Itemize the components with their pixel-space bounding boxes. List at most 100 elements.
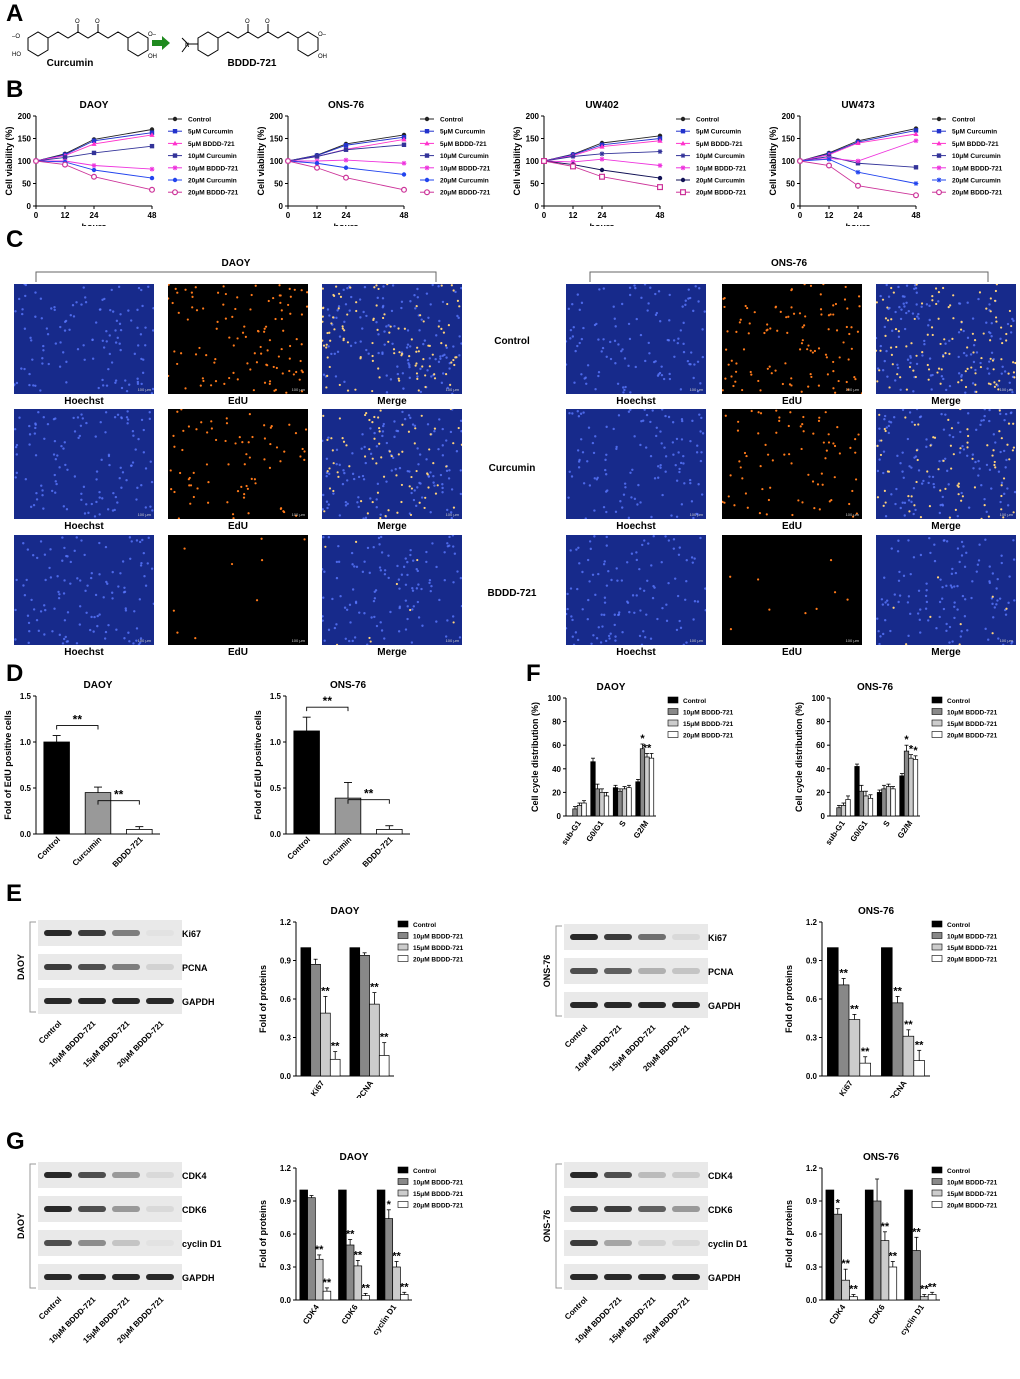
y-axis-label: Fold of EdU positive cells: [253, 710, 263, 820]
edu-dot: [757, 379, 760, 383]
nucleus: [621, 631, 624, 634]
nucleus: [344, 500, 348, 504]
nucleus: [449, 511, 453, 514]
legend-item-control: Control: [931, 920, 970, 929]
edu-dot: [184, 288, 187, 291]
nucleus: [881, 603, 885, 606]
bar-20-m-bddd-721-cdk4: [849, 1296, 858, 1301]
nucleus: [77, 436, 80, 440]
edu-dot: [836, 425, 839, 429]
nucleus: [135, 498, 138, 501]
nucleus: [935, 627, 938, 630]
nucleus: [89, 576, 93, 580]
nucleus: [604, 468, 607, 472]
edu-dot: [801, 423, 804, 426]
edu-dot: [724, 414, 727, 417]
edu-dot: [183, 547, 186, 550]
legend-swatch: [931, 920, 943, 928]
nucleus: [106, 582, 109, 585]
edu-dot: [722, 297, 725, 300]
y-tick-label: 0.5: [270, 784, 282, 793]
nucleus: [360, 447, 363, 450]
y-tick-label: 0.6: [280, 995, 292, 1004]
nucleus: [995, 603, 998, 606]
bar-15-m-bddd-721-g0-g1: [863, 795, 869, 817]
bar-control-ki67: [300, 947, 312, 1077]
x-tick-label: 48: [148, 211, 157, 220]
significance-mark: *: [836, 1198, 841, 1210]
edu-dot: [989, 310, 992, 313]
nucleus: [78, 605, 82, 608]
nucleus: [980, 419, 983, 422]
legend-label: 10μM BDDD-721: [947, 934, 998, 941]
nucleus: [617, 343, 620, 346]
nucleus: [88, 628, 92, 632]
legend-item-15-m-bddd-721: 15μM BDDD-721: [397, 1189, 464, 1198]
nucleus: [415, 587, 419, 590]
nucleus: [76, 416, 80, 419]
nucleus: [626, 561, 629, 564]
band-label-cdk4: CDK4: [708, 1171, 733, 1181]
nucleus: [334, 375, 338, 378]
nucleus: [99, 421, 102, 424]
nucleus: [1008, 575, 1011, 578]
edu-dot: [827, 314, 831, 317]
edu-dot: [876, 380, 879, 383]
bar-control: [43, 741, 70, 835]
y-tick-label: 1.2: [280, 1164, 292, 1173]
nucleus: [951, 640, 954, 643]
nucleus: [985, 463, 989, 467]
y-axis-label: Cell viability (%): [256, 126, 266, 195]
edu-dot: [384, 514, 387, 518]
edu-dot: [449, 409, 452, 411]
nucleus: [418, 329, 421, 332]
band: [112, 1240, 140, 1246]
edu-dot: [426, 473, 429, 476]
nucleus: [654, 313, 658, 317]
nucleus: [15, 471, 19, 475]
nucleus: [149, 505, 152, 508]
nucleus: [638, 634, 642, 638]
edu-dot: [379, 409, 382, 412]
nucleus: [672, 339, 676, 342]
edu-dot: [288, 344, 292, 348]
nucleus: [43, 604, 46, 607]
legend-label: 15μM BDDD-721: [683, 721, 734, 728]
edu-dot: [757, 432, 760, 435]
series-line: [799, 160, 917, 196]
nucleus: [605, 535, 608, 539]
edu-dot: [383, 313, 386, 316]
legend-item-10-m-bddd-721: 10μM BDDD-721: [931, 1178, 998, 1187]
curcumin-name: Curcumin: [46, 58, 94, 69]
nucleus: [896, 363, 899, 366]
nucleus: [613, 317, 616, 320]
legend-marker: [172, 189, 179, 196]
bar-15-m-bddd-721-s: [885, 786, 892, 817]
nucleus: [615, 445, 618, 449]
bracket-line: [56, 725, 99, 730]
nucleus: [121, 560, 125, 563]
nucleus: [119, 348, 122, 352]
edu-dot: [879, 453, 883, 457]
series-line: [799, 133, 917, 162]
nucleus: [898, 570, 901, 574]
series-line: [799, 158, 917, 184]
nucleus: [446, 545, 450, 548]
nucleus: [93, 615, 96, 619]
nucleus: [73, 475, 77, 478]
nucleus: [416, 296, 420, 299]
legend-marker: [936, 165, 942, 171]
nucleus: [597, 338, 600, 341]
edu-dot: [378, 442, 381, 445]
nucleus: [375, 506, 378, 509]
band-label-gapdh: GAPDH: [708, 1001, 741, 1011]
series-20-m-bddd-721: [284, 157, 408, 193]
edu-dot: [991, 359, 995, 362]
nucleus: [906, 601, 910, 604]
nucleus: [571, 412, 574, 415]
edu-dot: [775, 409, 778, 412]
data-point: [343, 165, 349, 170]
nucleus: [359, 340, 362, 343]
series-line: [543, 160, 661, 188]
nucleus: [569, 587, 573, 590]
